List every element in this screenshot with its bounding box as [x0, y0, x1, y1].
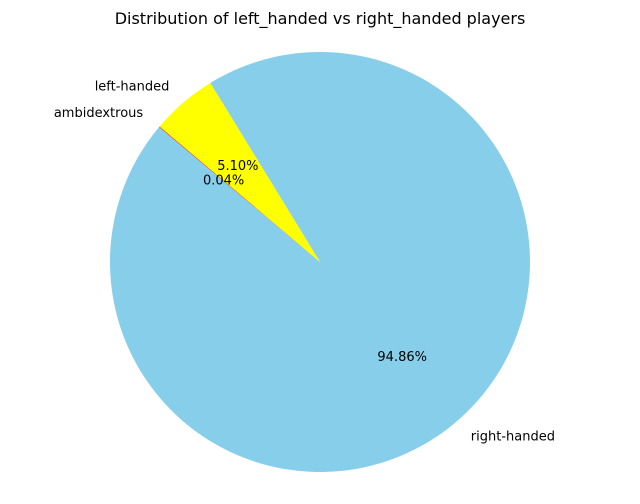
- pie-slices: [109, 52, 530, 473]
- pie-labels: right-handed 94.86% left-handed 5.10% ambide…: [54, 79, 555, 444]
- pie-slice-left-handed: [159, 82, 320, 262]
- pct-label-ambidextrous: 0.04%: [203, 173, 244, 188]
- pie-slice-right-handed: [109, 52, 530, 473]
- slice-label-left-handed: left-handed: [95, 79, 170, 94]
- pie-slice-ambidextrous: [159, 126, 320, 262]
- pct-label-left-handed: 5.10%: [217, 159, 258, 174]
- chart-title: Distribution of left_handed vs right_han…: [115, 9, 526, 29]
- slice-label-ambidextrous: ambidextrous: [54, 106, 144, 121]
- slice-label-right-handed: right-handed: [471, 430, 555, 445]
- pct-label-right-handed: 94.86%: [377, 350, 427, 365]
